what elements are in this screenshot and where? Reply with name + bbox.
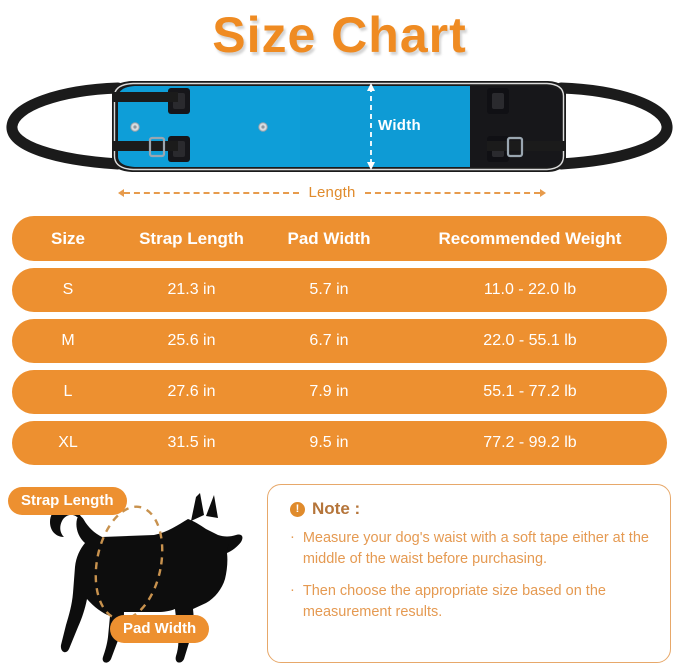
dashed-line-right: [364, 192, 540, 194]
size-table: Size Strap Length Pad Width Recommended …: [12, 216, 667, 472]
table-row: XL 31.5 in 9.5 in 77.2 - 99.2 lb: [12, 421, 667, 465]
table-header-row: Size Strap Length Pad Width Recommended …: [12, 216, 667, 261]
cell-size: M: [61, 332, 75, 349]
cell-size: L: [63, 383, 73, 400]
bullet-icon: ·: [290, 582, 295, 599]
table-row: M 25.6 in 6.7 in 22.0 - 55.1 lb: [12, 319, 667, 363]
cell-pad-width: 6.7 in: [309, 332, 349, 349]
note-list-item: · Measure your dog's waist with a soft t…: [290, 528, 650, 570]
column-header-strap-length: Strap Length: [139, 228, 244, 248]
exclamation-icon: !: [290, 501, 305, 517]
note-list-item: · Then choose the appropriate size based…: [290, 581, 650, 623]
note-item-text: Then choose the appropriate size based o…: [302, 583, 606, 621]
length-dimension-label: Length: [308, 183, 356, 201]
product-illustration: [0, 72, 679, 182]
cell-pad-width: 5.7 in: [309, 281, 349, 298]
cell-strap-length: 31.5 in: [167, 434, 216, 451]
table-row: S 21.3 in 5.7 in 11.0 - 22.0 lb: [12, 268, 667, 312]
bullet-icon: ·: [290, 529, 295, 545]
arrow-left-icon: [118, 189, 124, 197]
width-dimension-label: Width: [378, 117, 422, 134]
note-box: ! Note : · Measure your dog's waist with…: [267, 484, 671, 663]
cell-recommended-weight: 11.0 - 22.0 lb: [483, 281, 577, 298]
cell-recommended-weight: 77.2 - 99.2 lb: [483, 434, 577, 451]
cell-pad-width: 9.5 in: [309, 434, 349, 451]
cell-recommended-weight: 22.0 - 55.1 lb: [483, 332, 577, 349]
arrow-right-icon: [540, 189, 546, 197]
note-title: Note :: [312, 499, 361, 518]
column-header-pad-width: Pad Width: [287, 228, 371, 248]
dashed-line-left: [124, 192, 300, 194]
column-header-size: Size: [50, 228, 86, 248]
pad-width-pill-label: Pad Width: [110, 615, 210, 643]
page-title: Size Chart: [212, 7, 467, 63]
length-dimension: Length: [118, 183, 546, 203]
cell-size: XL: [58, 434, 78, 451]
cell-size: S: [62, 281, 74, 298]
note-header: ! Note :: [290, 499, 650, 519]
cell-pad-width: 7.9 in: [309, 383, 349, 400]
cell-strap-length: 27.6 in: [167, 383, 216, 400]
cell-recommended-weight: 55.1 - 77.2 lb: [483, 383, 577, 400]
table-row: L 27.6 in 7.9 in 55.1 - 77.2 lb: [12, 370, 667, 414]
cell-strap-length: 25.6 in: [167, 332, 216, 349]
strap-length-pill-label: Strap Length: [8, 487, 127, 515]
cell-strap-length: 21.3 in: [167, 281, 216, 298]
column-header-recommended-weight: Recommended Weight: [438, 228, 622, 248]
note-item-text: Measure your dog's waist with a soft tap…: [302, 530, 649, 568]
